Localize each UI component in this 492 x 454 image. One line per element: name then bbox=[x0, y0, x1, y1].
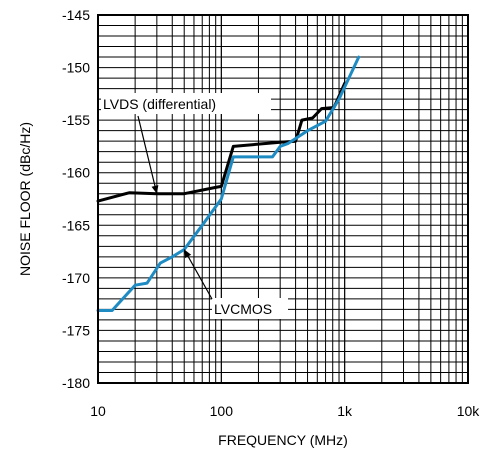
annotation-arrowhead bbox=[151, 185, 159, 194]
series-line-lvcmos bbox=[96, 55, 361, 312]
chart-annotations: LVDS (differential) LVCMOS bbox=[101, 93, 288, 319]
x-tick-label: 100 bbox=[210, 403, 234, 419]
y-tick-label: -155 bbox=[62, 112, 90, 128]
y-tick-label: -180 bbox=[62, 375, 90, 391]
x-tick-label: 1k bbox=[337, 403, 353, 419]
y-tick-label: -145 bbox=[62, 7, 90, 23]
chart-grid bbox=[97, 14, 469, 384]
y-axis-label: NOISE FLOOR (dBc/Hz) bbox=[17, 122, 33, 276]
annotation-leader-line bbox=[183, 249, 213, 300]
y-tick-label: -160 bbox=[62, 165, 90, 181]
annotation-leader-line bbox=[137, 115, 158, 194]
y-tick-label: -165 bbox=[62, 217, 90, 233]
annotation-label: LVDS (differential) bbox=[103, 96, 216, 112]
chart-series bbox=[96, 55, 361, 312]
x-tick-label: 10 bbox=[90, 403, 106, 419]
x-tick-label: 10k bbox=[457, 403, 481, 419]
annotation-label: LVCMOS bbox=[214, 301, 272, 317]
annotation-label-bg bbox=[101, 93, 271, 114]
y-tick-label: -175 bbox=[62, 322, 90, 338]
y-tick-label: -170 bbox=[62, 270, 90, 286]
series-line-lvds-differential bbox=[96, 81, 347, 203]
y-tick-label: -150 bbox=[62, 60, 90, 76]
annotation-label-bg bbox=[212, 298, 288, 319]
annotation-arrowhead bbox=[184, 249, 192, 259]
plot-frame bbox=[97, 14, 469, 384]
x-axis-label: FREQUENCY (MHz) bbox=[218, 432, 348, 448]
